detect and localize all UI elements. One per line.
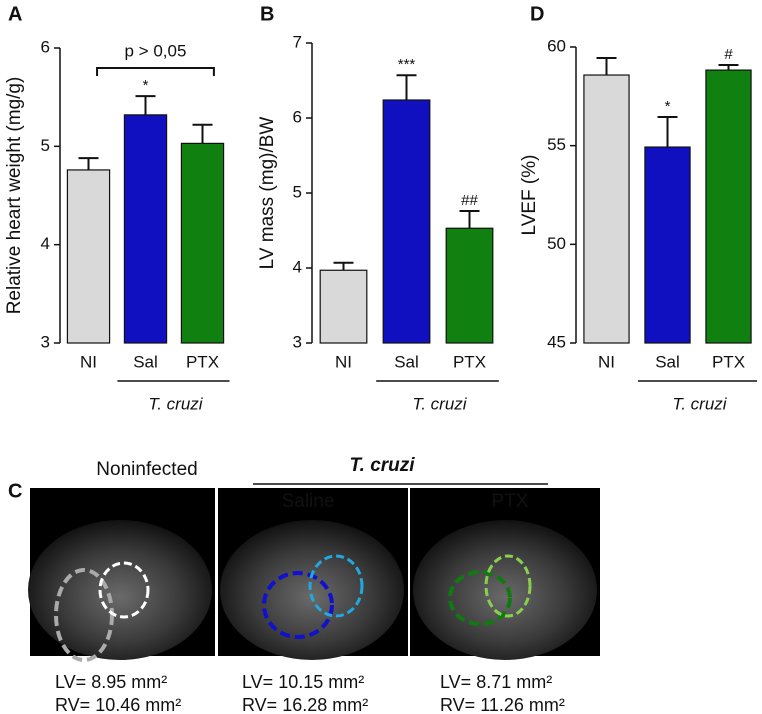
y-axis-label: LVEF (%)	[519, 155, 540, 236]
image-texture	[28, 520, 212, 660]
panel-label: B	[260, 3, 274, 25]
lv-outline	[308, 554, 364, 618]
bar	[382, 99, 431, 344]
error-bar	[192, 123, 213, 144]
panel-label: C	[8, 480, 22, 502]
error-bar	[459, 210, 480, 229]
y-tick-label: 5	[41, 136, 50, 155]
error-bar	[333, 261, 354, 271]
error-bar	[78, 157, 99, 170]
y-tick-label: 4	[41, 234, 50, 253]
y-tick-label: 3	[41, 332, 50, 351]
y-tick-label: 45	[547, 332, 566, 351]
y-axis-label: LV mass (mg)/BW	[257, 117, 278, 270]
ultrasound-images	[28, 488, 600, 662]
image-title: Noninfected	[96, 459, 197, 480]
x-tick-label: PTX	[186, 352, 219, 371]
image-title: Saline	[282, 491, 335, 512]
y-tick-label: 7	[293, 32, 302, 51]
error-bar	[596, 57, 617, 76]
error-bar	[657, 116, 678, 148]
bar	[583, 74, 630, 344]
y-tick-label: 60	[547, 36, 566, 55]
rv-area: RV= 11.26 mm²	[440, 695, 565, 714]
x-tick-label: Sal	[655, 352, 680, 371]
rv-area: RV= 10.46 mm²	[55, 695, 181, 714]
rv-outline	[448, 570, 512, 626]
y-tick-label: 3	[293, 332, 302, 351]
bar	[644, 146, 691, 344]
bar	[66, 169, 111, 344]
lv-outline	[98, 561, 150, 619]
x-tick-label: NI	[335, 352, 352, 371]
y-axis-label: Relative heart weight (mg/g)	[4, 77, 25, 315]
rv-area: RV= 16.28 mm²	[242, 695, 368, 714]
significance-label: #	[724, 46, 733, 63]
bar	[705, 69, 752, 344]
y-tick-label: 4	[293, 257, 302, 276]
group-label: T. cruzi	[672, 394, 727, 413]
lv-area: LV= 10.15 mm²	[242, 672, 364, 692]
lv-outline	[484, 554, 532, 618]
significance-label: ***	[398, 56, 416, 73]
x-tick-label: PTX	[712, 352, 745, 371]
group-label: T. cruzi	[349, 455, 415, 476]
x-tick-label: PTX	[453, 352, 486, 371]
image-title: PTX	[492, 491, 529, 512]
bar	[123, 114, 168, 344]
bar	[180, 142, 225, 344]
image-texture	[220, 520, 404, 660]
significance-label: ##	[461, 192, 478, 209]
lv-area: LV= 8.95 mm²	[55, 672, 167, 692]
y-tick-label: 50	[547, 234, 566, 253]
group-label: T. cruzi	[412, 394, 467, 413]
y-tick-label: 6	[293, 107, 302, 126]
significance-label: *	[143, 77, 149, 94]
rv-outline	[262, 571, 334, 639]
error-bar	[135, 95, 156, 115]
y-tick-label: 55	[547, 135, 566, 154]
bar	[445, 227, 494, 344]
x-tick-label: Sal	[394, 352, 419, 371]
significance-label: *	[665, 98, 671, 115]
panel-label: D	[530, 3, 544, 25]
bracket-label: p > 0,05	[125, 41, 187, 60]
bar	[319, 269, 368, 344]
x-tick-label: NI	[80, 352, 97, 371]
x-tick-label: NI	[598, 352, 615, 371]
panel-label: A	[8, 3, 22, 25]
group-label: T. cruzi	[148, 394, 203, 413]
y-tick-label: 5	[293, 182, 302, 201]
error-bar	[396, 74, 417, 100]
bracket	[96, 67, 215, 76]
lv-area: LV= 8.71 mm²	[440, 672, 552, 692]
image-texture	[413, 520, 597, 660]
error-bar	[718, 63, 739, 71]
x-tick-label: Sal	[133, 352, 158, 371]
y-tick-label: 6	[41, 37, 50, 56]
